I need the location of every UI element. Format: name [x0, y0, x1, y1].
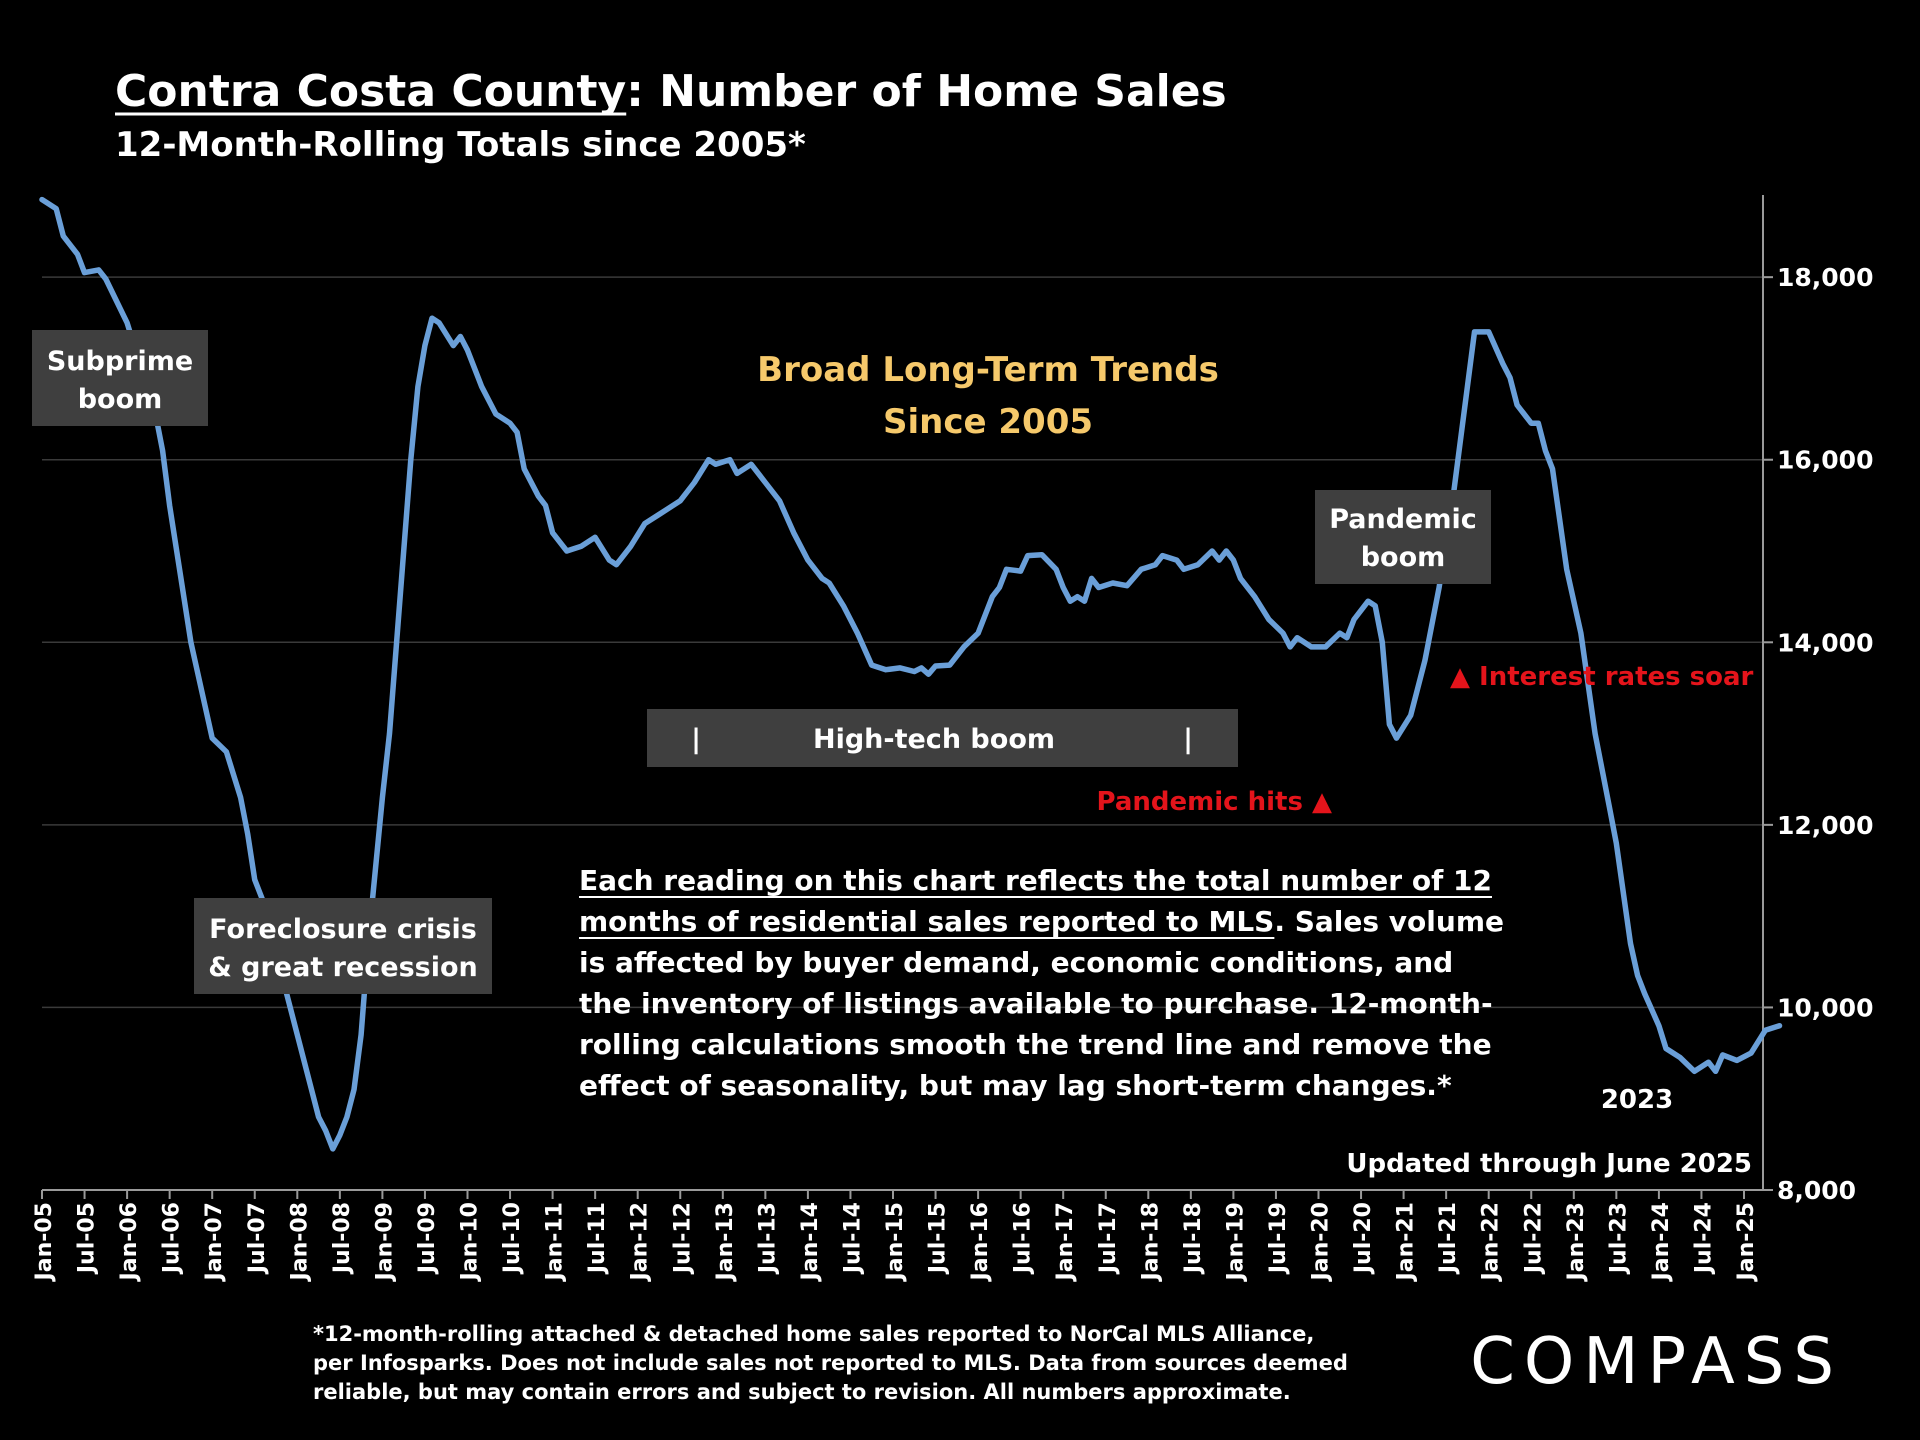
footer-note-line2: per Infosparks. Does not include sales n…: [313, 1351, 1348, 1375]
explanation-line2: months of residential sales reported to …: [579, 905, 1504, 938]
explanation-line2-underlined: months of residential sales reported to …: [579, 905, 1274, 938]
x-tick-label: Jul-14: [840, 1202, 865, 1275]
high-tech-bar-right: |: [1183, 724, 1193, 755]
x-tick-label: Jan-24: [1649, 1202, 1674, 1282]
y-axis: 8,000 10,000 12,000 14,000 16,000 18,000: [1762, 195, 1873, 1205]
chart-title-county: Contra Costa County: [115, 66, 626, 117]
x-tick-label: Jan-18: [1138, 1202, 1163, 1282]
x-tick-label: Jul-23: [1606, 1202, 1631, 1275]
x-tick-label: Jan-11: [543, 1202, 568, 1282]
x-tick-label: Jul-16: [1011, 1202, 1036, 1275]
x-tick-label: Jan-17: [1053, 1202, 1078, 1282]
pandemic-boom-box: [1315, 490, 1491, 584]
x-tick-label: Jul-11: [585, 1202, 610, 1275]
x-tick-label: Jan-14: [798, 1202, 823, 1282]
high-tech-label: High-tech boom: [813, 724, 1055, 755]
chart-subtitle: 12-Month-Rolling Totals since 2005*: [115, 125, 806, 165]
pandemic-boom-line2: boom: [1361, 542, 1446, 573]
y-tick-label: 10,000: [1777, 993, 1873, 1022]
explanation-line2-rest: . Sales volume: [1274, 905, 1504, 938]
x-tick-label: Jul-18: [1181, 1202, 1206, 1275]
y-tick-label: 16,000: [1777, 446, 1873, 475]
high-tech-bar-left: |: [691, 724, 701, 755]
x-tick-label: Jul-19: [1266, 1202, 1291, 1275]
explanation-line5: rolling calculations smooth the trend li…: [579, 1028, 1492, 1061]
x-tick-label: Jul-15: [926, 1202, 951, 1275]
subprime-label-line2: boom: [78, 384, 163, 415]
interest-rates-label: ▲ Interest rates soar: [1450, 662, 1754, 692]
chart-title-rest: : Number of Home Sales: [626, 66, 1227, 117]
x-tick-label: Jan-08: [287, 1202, 312, 1282]
x-tick-label: Jan-22: [1479, 1202, 1504, 1282]
explanation-paragraph: Each reading on this chart reflects the …: [579, 864, 1504, 1102]
y-tick-label: 12,000: [1777, 811, 1873, 840]
x-tick-label: Jan-16: [968, 1202, 993, 1282]
compass-logo: COMPASS: [1470, 1325, 1843, 1399]
series-line-group: [39, 196, 1783, 1152]
x-tick-label: Jan-06: [117, 1202, 142, 1282]
footer-note-line1: *12-month-rolling attached & detached ho…: [313, 1322, 1314, 1346]
broad-trends-line1: Broad Long-Term Trends: [757, 350, 1219, 390]
x-tick-label: Jul-06: [160, 1202, 185, 1275]
high-tech-box: [647, 709, 1238, 767]
x-tick-label: Jan-19: [1223, 1202, 1248, 1282]
x-tick-label: Jan-13: [713, 1202, 738, 1282]
gridlines: [42, 276, 1763, 1009]
updated-label: Updated through June 2025: [1346, 1149, 1752, 1179]
explanation-line6: effect of seasonality, but may lag short…: [579, 1069, 1452, 1102]
subprime-box: [32, 330, 208, 426]
x-tick-label: Jul-08: [330, 1202, 355, 1275]
x-tick-label: Jul-12: [670, 1202, 695, 1275]
foreclosure-label-line1: Foreclosure crisis: [209, 914, 477, 945]
pandemic-boom-line1: Pandemic: [1329, 504, 1477, 535]
x-tick-label: Jan-25: [1734, 1202, 1759, 1282]
x-tick-label: Jul-24: [1691, 1202, 1716, 1275]
x-tick-label: Jul-05: [75, 1202, 100, 1275]
y-tick-label: 8,000: [1777, 1176, 1856, 1205]
x-tick-label: Jan-21: [1394, 1202, 1419, 1282]
x-tick-label: Jan-12: [628, 1202, 653, 1282]
y-tick-label: 14,000: [1777, 628, 1873, 657]
x-tick-label: Jul-13: [755, 1202, 780, 1275]
pandemic-hits-label: Pandemic hits ▲: [1097, 787, 1333, 817]
x-tick-label: Jan-23: [1564, 1202, 1589, 1282]
foreclosure-box: [194, 898, 492, 994]
explanation-line1: Each reading on this chart reflects the …: [579, 864, 1492, 897]
chart-title: Contra Costa County: Number of Home Sale…: [115, 66, 1227, 117]
foreclosure-label-line2: & great recession: [208, 952, 478, 983]
x-tick-label: Jan-09: [372, 1202, 397, 1282]
x-tick-label: Jul-21: [1436, 1202, 1461, 1275]
x-tick-label: Jan-05: [32, 1202, 57, 1282]
year-2023-label: 2023: [1601, 1085, 1673, 1115]
x-tick-label: Jan-20: [1309, 1202, 1334, 1282]
explanation-line3: is affected by buyer demand, economic co…: [579, 946, 1453, 979]
x-tick-label: Jul-22: [1521, 1202, 1546, 1275]
footer-note-line3: reliable, but may contain errors and sub…: [313, 1380, 1291, 1404]
x-axis: Jan-05 Jul-05 Jan-06 Jul-06 Jan-07 Jul-07 Jan-…: [32, 1189, 1763, 1282]
x-tick-label: Jan-07: [202, 1202, 227, 1282]
x-tick-label: Jul-09: [415, 1202, 440, 1275]
home-sales-line: [39, 196, 1783, 1152]
explanation-line4: the inventory of listings available to p…: [579, 987, 1493, 1020]
x-tick-label: Jan-15: [883, 1202, 908, 1282]
y-tick-label: 18,000: [1777, 263, 1873, 292]
broad-trends-line2: Since 2005: [883, 402, 1093, 442]
x-tick-label: Jul-07: [245, 1202, 270, 1275]
x-tick-label: Jul-20: [1351, 1202, 1376, 1275]
subprime-label-line1: Subprime: [47, 346, 193, 377]
x-tick-label: Jul-17: [1096, 1202, 1121, 1275]
x-tick-label: Jan-10: [458, 1202, 483, 1282]
x-tick-label: Jul-10: [500, 1202, 525, 1275]
